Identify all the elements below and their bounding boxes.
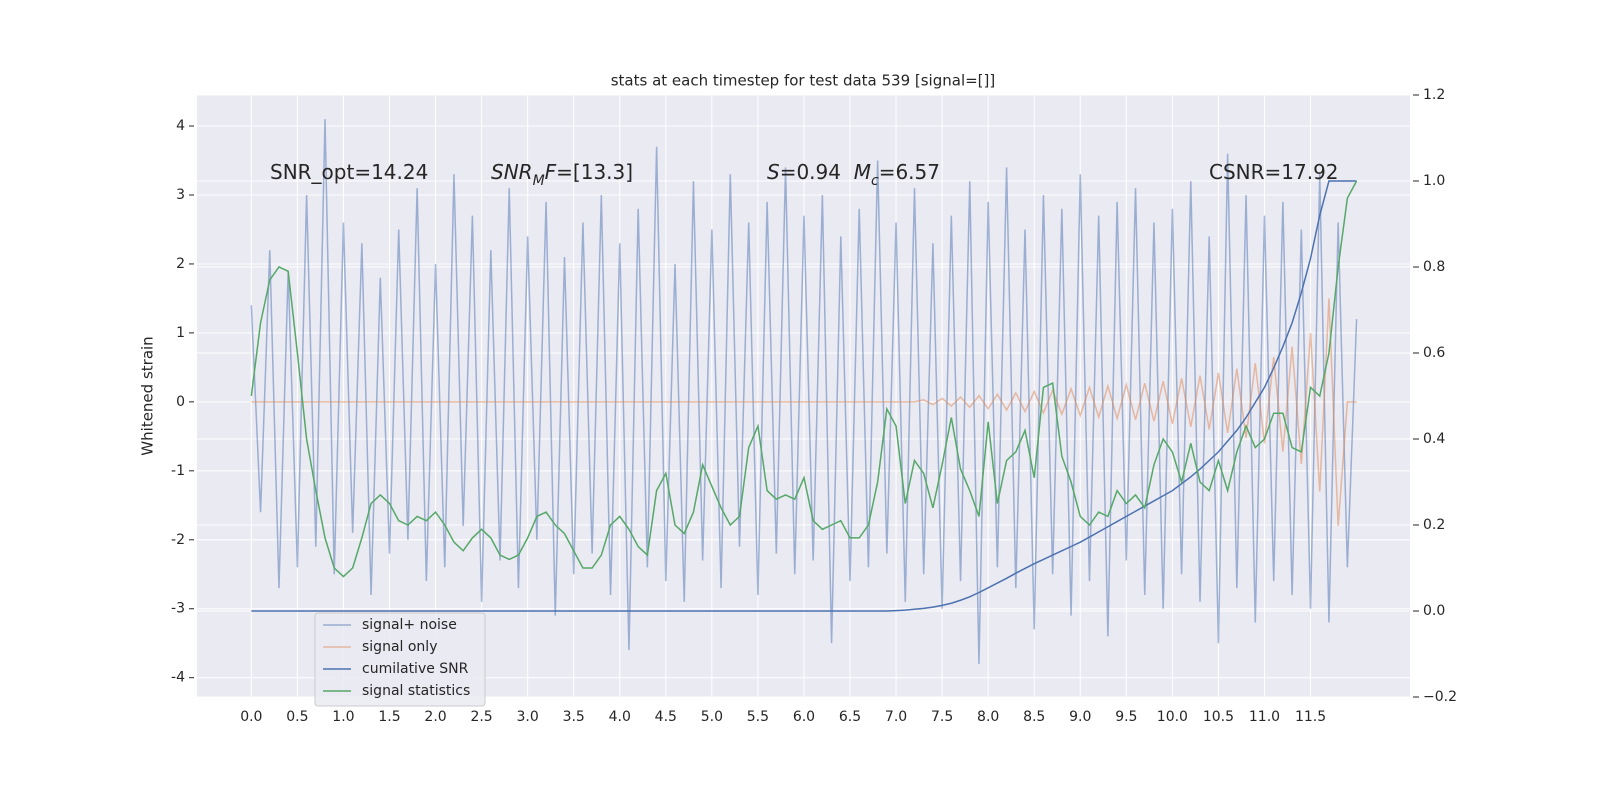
x-tick-label: 7.0 <box>885 709 907 725</box>
annotation-part: =0.94 <box>780 160 854 184</box>
annotation-part: F <box>545 160 557 184</box>
annotation-part: =6.57 <box>879 160 940 184</box>
x-tick-label: 5.5 <box>747 709 769 725</box>
x-tick-label: 2.5 <box>470 709 492 725</box>
x-tick-label: 11.5 <box>1295 709 1326 725</box>
y-tick-label: 1 <box>176 325 185 341</box>
chart-title: stats at each timestep for test data 539… <box>611 72 996 90</box>
y-tick-label: -2 <box>171 532 185 548</box>
y2-tick-label: 0.6 <box>1423 345 1445 361</box>
legend-label: signal only <box>362 639 437 655</box>
labels: 0.0 0.5 1.0 1.5 2.0 2.5 3.0 3.5 4.0 4.5 5.0 5.5 6.0 6… <box>171 87 1457 725</box>
y2-tick-label: 0.2 <box>1423 517 1445 533</box>
x-tick-label: 3.5 <box>563 709 585 725</box>
y-tick-label: 2 <box>176 256 185 272</box>
x-tick-label: 9.5 <box>1115 709 1137 725</box>
y-tick-label: -1 <box>171 463 185 479</box>
y-tick-label: 0 <box>176 394 185 410</box>
y-tick-label: 4 <box>176 118 185 134</box>
x-tick-label: 2.0 <box>424 709 446 725</box>
x-tick-label: 8.5 <box>1023 709 1045 725</box>
y-tick-label: -3 <box>171 601 185 617</box>
series-line <box>250 119 1358 664</box>
grid <box>197 94 1410 698</box>
x-tick-label: 5.0 <box>701 709 723 725</box>
x-tick-label: 8.0 <box>977 709 999 725</box>
annotation-part: S <box>767 160 780 184</box>
x-tick-label: 10.5 <box>1203 709 1234 725</box>
x-tick-label: 11.0 <box>1249 709 1280 725</box>
marks <box>250 119 1358 664</box>
x-tick-label: 9.0 <box>1069 709 1091 725</box>
y2-tick-label: −0.2 <box>1423 689 1457 705</box>
y2-tick-label: 1.2 <box>1423 87 1445 103</box>
legend-box <box>314 612 486 707</box>
y-axis-label: Whitened strain <box>139 336 157 455</box>
x-tick-label: 7.5 <box>931 709 953 725</box>
legend: signal+ noise signal only cumilative SNR si… <box>314 612 486 707</box>
x-tick-label: 1.5 <box>378 709 400 725</box>
x-tick-label: 0.0 <box>240 709 262 725</box>
annotation-part: M <box>854 160 871 184</box>
series-line <box>251 180 1357 612</box>
x-tick-label: 1.0 <box>332 709 354 725</box>
annotation-part: c <box>871 173 879 189</box>
y2-tick-label: 1.0 <box>1423 173 1445 189</box>
y-tick-label: -4 <box>171 670 185 686</box>
annotation: SNR_opt=14.24 <box>270 160 428 184</box>
annotation: S=0.94 Mc=6.57 <box>767 160 940 190</box>
annotation: SNRMF=[13.3] <box>491 160 633 190</box>
annotation-part: SNR <box>491 160 533 184</box>
legend-label: cumilative SNR <box>362 661 469 677</box>
series-line <box>251 298 1357 527</box>
annotation-part: =[13.3] <box>556 160 633 184</box>
x-tick-label: 10.0 <box>1157 709 1188 725</box>
x-tick-label: 3.0 <box>517 709 539 725</box>
x-tick-label: 4.0 <box>609 709 631 725</box>
annotation-part: CSNR=17.92 <box>1209 160 1339 184</box>
y-tick-label: 3 <box>176 187 185 203</box>
annotation-part: M <box>533 173 545 189</box>
legend-label: signal+ noise <box>362 617 457 633</box>
series-line <box>250 180 1358 578</box>
x-tick-label: 6.0 <box>793 709 815 725</box>
annotation: CSNR=17.92 <box>1209 160 1339 184</box>
legend-label: signal statistics <box>362 683 470 699</box>
y2-tick-label: 0.4 <box>1423 431 1445 447</box>
x-tick-label: 4.5 <box>655 709 677 725</box>
annotation-part: SNR_opt=14.24 <box>270 160 428 184</box>
x-tick-label: 0.5 <box>286 709 308 725</box>
y2-tick-label: 0.8 <box>1423 259 1445 275</box>
y2-tick-label: 0.0 <box>1423 603 1445 619</box>
x-tick-label: 6.5 <box>839 709 861 725</box>
